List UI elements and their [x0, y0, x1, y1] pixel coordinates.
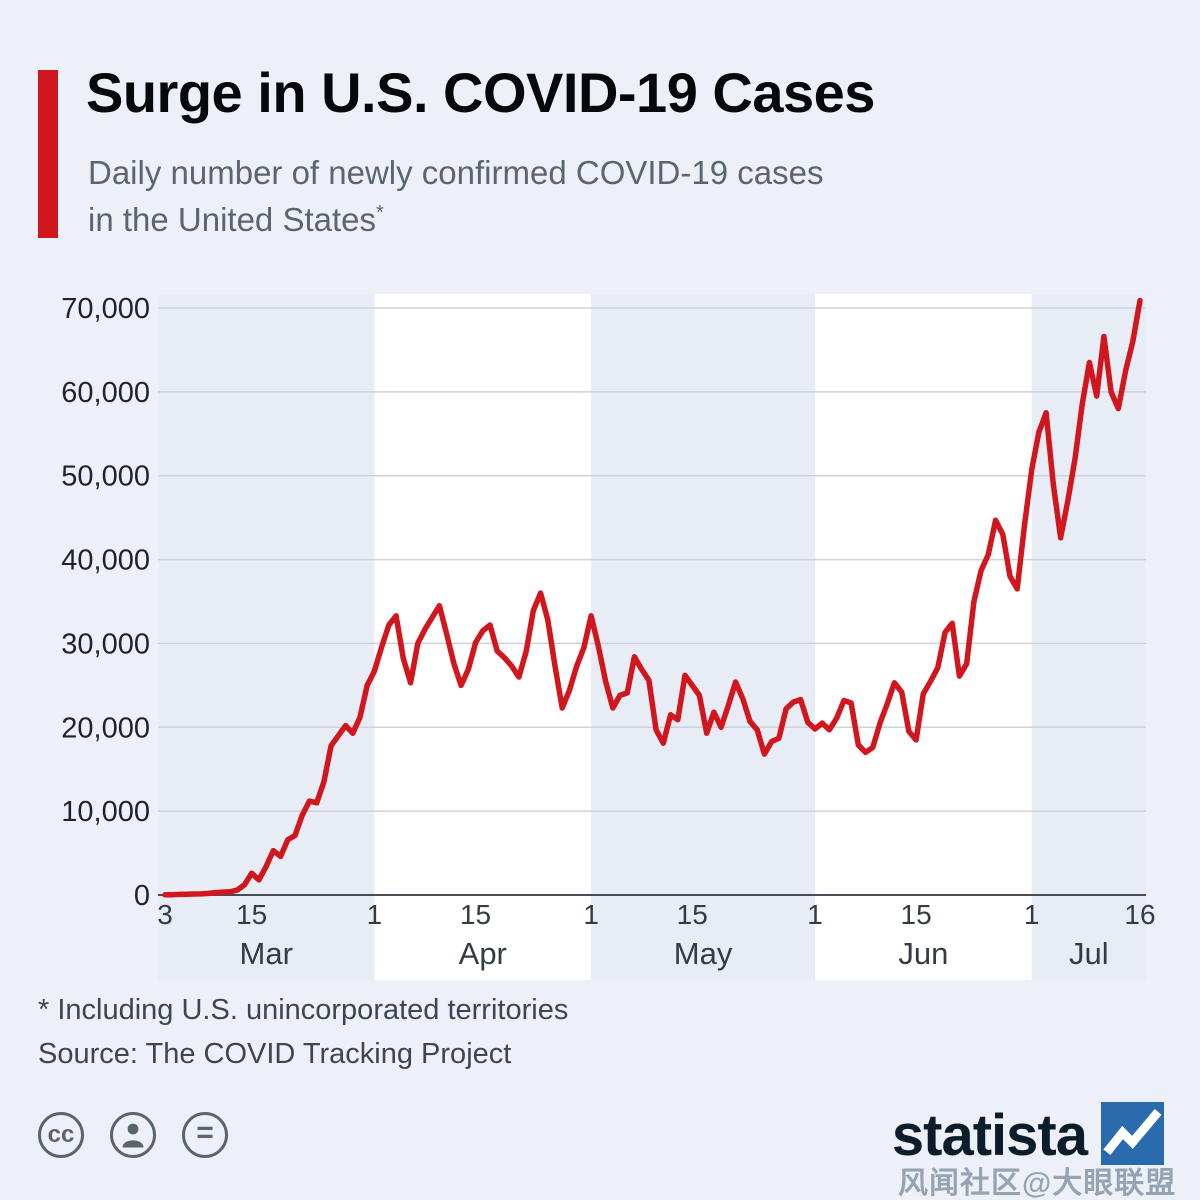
statista-logo: statista: [892, 1102, 1164, 1165]
statista-wordmark: statista: [891, 1103, 1088, 1168]
x-tick-label: 1: [583, 899, 599, 930]
y-tick-label: 30,000: [61, 628, 150, 660]
creative-commons-icon: cc: [38, 1112, 84, 1158]
x-tick-label: 1: [1024, 899, 1040, 930]
y-tick-label: 20,000: [61, 712, 150, 744]
x-tick-label: 16: [1124, 899, 1155, 930]
subtitle-line2: in the United States: [88, 200, 377, 238]
month-label-mar: Mar: [240, 936, 293, 971]
month-label-apr: Apr: [459, 936, 507, 971]
equals-glyph: =: [196, 1116, 214, 1149]
y-tick-label: 10,000: [61, 796, 150, 828]
subtitle: Daily number of newly confirmed COVID-19…: [88, 150, 823, 244]
license-icons: cc =: [38, 1112, 228, 1158]
title-accent-bar: [38, 70, 58, 238]
subtitle-line1: Daily number of newly confirmed COVID-19…: [88, 154, 824, 191]
x-tick-label: 1: [807, 899, 823, 930]
month-band-jul: [1031, 294, 1146, 980]
y-tick-label: 50,000: [61, 461, 150, 493]
x-tick-label: 15: [677, 899, 708, 930]
month-band-may: [591, 294, 815, 980]
y-tick-label: 0: [134, 880, 150, 912]
chart-source: Source: The COVID Tracking Project: [38, 1038, 512, 1070]
watermark-text: 风闻社区@大眼联盟: [898, 1167, 1177, 1200]
line-chart: Mar Apr May Jun Jul 0 10,000 20,000 30,000 40,000…: [61, 293, 1156, 980]
y-tick-label: 40,000: [61, 545, 150, 577]
month-band-jun: [815, 294, 1032, 980]
statista-logo-icon: [1101, 1102, 1164, 1165]
person-icon: [122, 1123, 144, 1147]
cc-glyph: cc: [47, 1121, 75, 1148]
y-tick-label: 60,000: [61, 377, 150, 409]
month-label-jul: Jul: [1069, 936, 1109, 971]
chart-footnote: * Including U.S. unincorporated territor…: [38, 994, 569, 1026]
x-tick-label: 3: [157, 899, 173, 930]
no-derivatives-icon: =: [182, 1112, 228, 1158]
y-tick-label: 70,000: [61, 293, 150, 325]
attribution-person-icon: [110, 1112, 156, 1158]
month-band-mar: [158, 294, 375, 980]
data-line: [162, 297, 1143, 898]
month-label-jun: Jun: [898, 936, 948, 971]
footnote-marker: *: [376, 201, 384, 224]
month-band-apr: [374, 294, 592, 980]
x-tick-label: 1: [367, 899, 383, 930]
x-tick-label: 15: [901, 899, 932, 930]
x-tick-label: 15: [460, 899, 491, 930]
month-label-may: May: [674, 936, 733, 971]
page-title: Surge in U.S. COVID-19 Cases: [86, 61, 875, 124]
x-tick-label: 15: [236, 899, 267, 930]
